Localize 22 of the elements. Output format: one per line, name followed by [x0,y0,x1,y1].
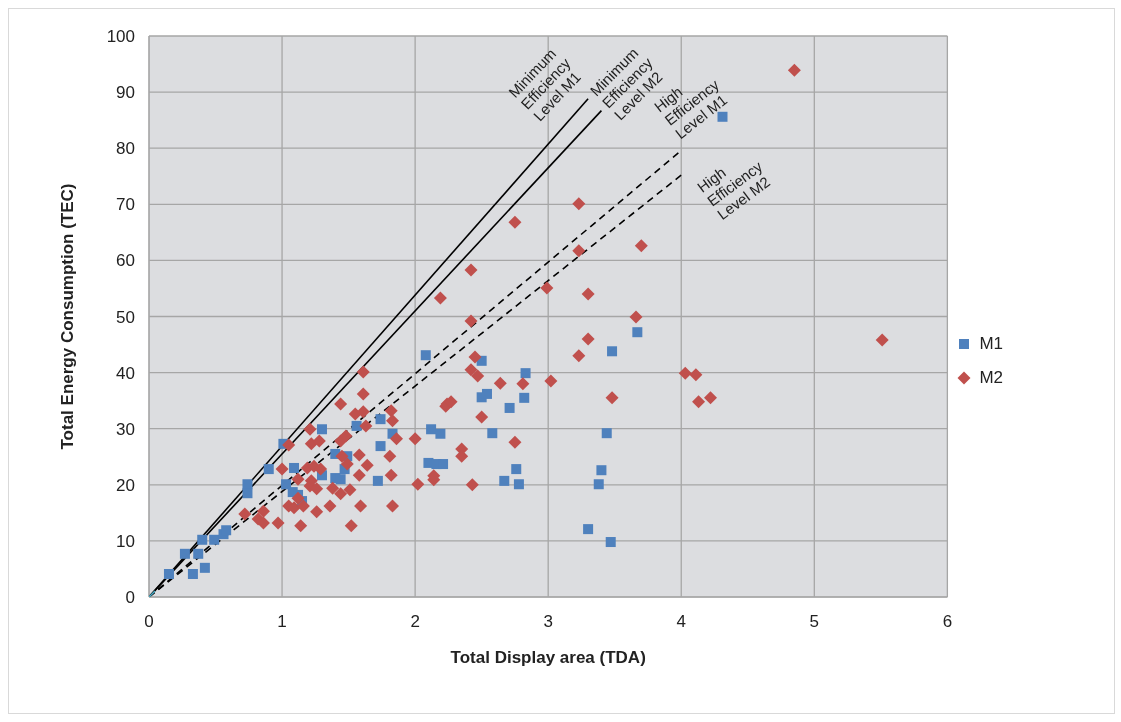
y-tick-label: 10 [116,531,135,551]
y-tick-label: 40 [116,363,135,383]
x-tick-label: 6 [942,612,953,632]
legend-label: M2 [979,368,1003,388]
x-tick-label: 3 [543,612,553,632]
y-tick-label: 60 [116,251,135,271]
y-tick-label: 90 [116,83,135,103]
y-tick-label: 20 [116,475,135,495]
x-tick-label: 4 [676,612,686,632]
y-tick-label: 100 [106,27,135,47]
x-tick-label: 2 [410,612,420,632]
x-tick-label: 0 [144,612,154,632]
y-tick-label: 70 [116,195,135,215]
y-tick-label: 30 [116,419,135,439]
x-axis-title: Total Display area (TDA) [450,648,646,667]
y-tick-label: 80 [116,139,135,159]
y-axis-title: Total Energy Consumption (TEC) [58,183,78,450]
y-tick-label: 0 [125,588,135,608]
x-tick-label: 1 [277,612,287,632]
x-tick-label: 5 [809,612,820,632]
legend-label: M1 [979,334,1003,354]
y-tick-label: 50 [116,307,135,327]
